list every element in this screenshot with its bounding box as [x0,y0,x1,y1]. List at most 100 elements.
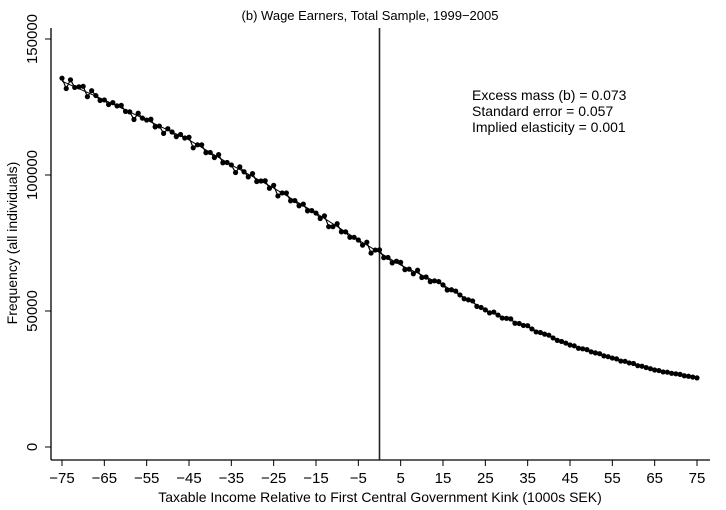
annotation-excess-mass: Excess mass (b) = 0.073 [472,87,627,103]
data-point [622,358,628,364]
x-tick-label: −5 [350,470,367,487]
data-point [258,178,264,184]
data-point [211,154,217,161]
data-point [232,169,239,176]
data-point [80,83,86,89]
data-point [249,171,256,177]
data-point [630,360,637,367]
data-point [97,97,103,104]
data-point [177,131,184,138]
data-point [575,345,582,351]
data-point [169,129,175,135]
data-point [626,360,632,366]
data-point [359,242,366,248]
data-point [216,152,222,158]
data-point [436,279,442,285]
data-point [389,260,395,266]
data-point [266,185,273,191]
data-point [372,247,378,253]
data-point [101,97,107,103]
data-point [512,320,518,326]
x-tick-label: −75 [49,470,74,487]
data-point [406,266,412,272]
data-point [461,296,467,302]
x-axis-label: Taxable Income Relative to First Central… [158,489,602,505]
data-point [656,367,662,374]
data-point [431,278,438,284]
data-point [677,371,683,377]
data-point [385,254,391,261]
y-tick-label: 150000 [24,14,41,64]
data-point [59,75,65,81]
data-point [542,331,548,337]
annotation-implied-elasticity: Implied elasticity = 0.001 [472,119,626,135]
data-point [592,350,599,356]
x-tick-label: 25 [477,470,494,487]
data-point [364,239,370,245]
x-tick-label: 55 [604,470,621,487]
data-point [588,349,594,355]
data-point [635,363,641,369]
data-point [398,259,404,265]
data-point [444,287,450,293]
data-point [571,343,577,349]
data-point [326,224,332,230]
data-point [338,229,344,235]
data-point [262,178,268,184]
x-tick-label: −15 [303,470,328,487]
data-point [330,224,336,230]
data-point [597,351,603,357]
data-point [474,303,480,309]
data-point [639,363,645,369]
data-point [419,274,425,281]
data-point [427,279,433,285]
data-point [495,312,501,318]
data-point [694,375,700,381]
data-point [423,274,429,280]
data-point [647,366,654,372]
data-point [131,116,137,123]
data-point [478,304,484,311]
data-point [292,197,298,204]
data-point [673,371,679,377]
data-point [613,356,620,362]
data-point [584,347,590,353]
data-point [304,208,311,214]
data-point [525,323,531,329]
data-point [182,135,188,141]
data-point [550,335,556,341]
data-point [355,237,361,243]
data-point [76,84,82,90]
data-point [351,234,357,240]
data-point [491,309,497,315]
data-point [190,145,196,151]
data-point [533,329,539,335]
data-point [664,369,670,375]
data-point [186,134,192,140]
data-point [110,100,116,106]
x-tick-label: 35 [519,470,536,487]
data-point [127,109,133,115]
y-tick-label: 50000 [24,290,41,332]
x-tick-label: 45 [562,470,579,487]
data-point [402,267,408,273]
data-point [245,174,251,180]
data-point [89,88,95,94]
data-point [296,203,302,209]
data-point [376,247,383,253]
x-tick-label: −65 [92,470,117,487]
y-axis-label: Frequency (all individuals) [4,162,20,325]
y-tick-label: 0 [24,443,41,451]
data-point [118,102,124,108]
x-tick-label: 75 [689,470,706,487]
data-point [309,208,315,214]
data-point [279,190,285,196]
data-point [220,160,226,166]
data-point [148,116,154,122]
data-point [470,298,476,304]
data-point [144,117,150,123]
data-point [415,267,421,273]
data-point [139,115,146,121]
data-point [605,354,611,360]
data-point [105,101,112,108]
